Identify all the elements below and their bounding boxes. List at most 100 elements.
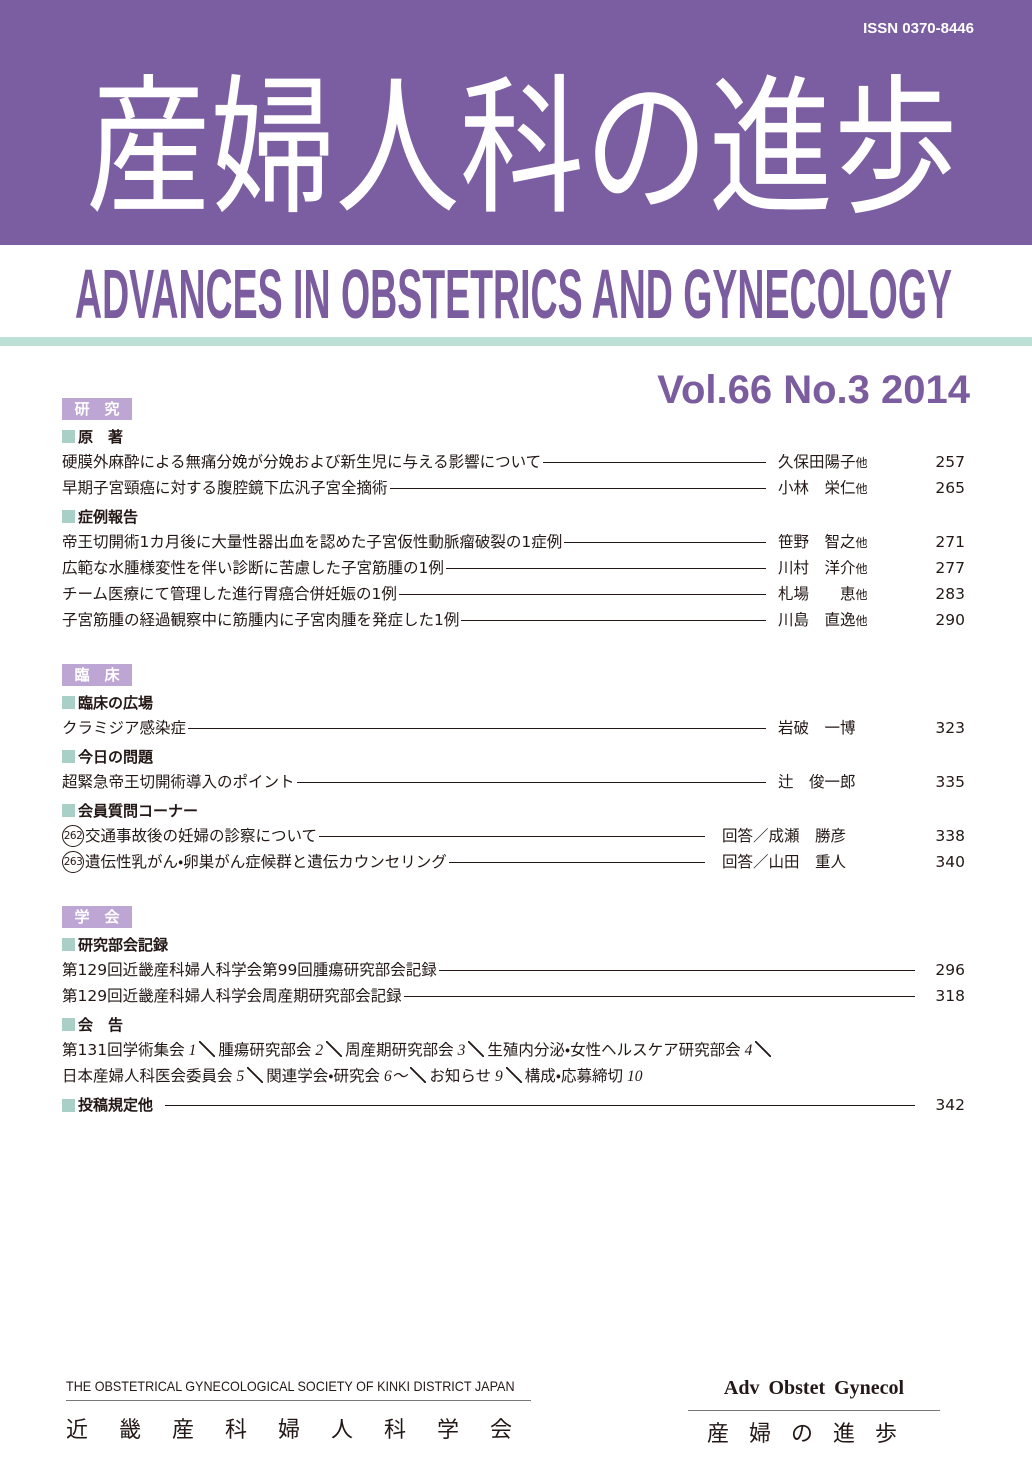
notice-name: 腫瘍研究部会 <box>218 1041 312 1059</box>
footer-rule <box>66 1400 531 1401</box>
separator <box>247 1067 264 1083</box>
entry-title: 子宮筋腫の経過観察中に筋腫内に子宮肉腫を発症した1例 <box>62 611 460 629</box>
entry-title: 交通事故後の妊婦の診察について <box>85 827 318 845</box>
entry-title: 超緊急帝王切開術導入のポイント <box>62 773 295 791</box>
group-label: 臨床の広場 <box>62 691 153 715</box>
notice-name: お知らせ <box>429 1067 492 1085</box>
page-number: 265 <box>935 479 965 497</box>
leader <box>564 541 766 543</box>
separator <box>468 1041 485 1057</box>
volume: Vol.66 No.3 2014 <box>657 368 970 412</box>
entry-title: 第129回近畿産科婦人科学会第99回腫瘍研究部会記録 <box>62 961 437 979</box>
author-name: 川村 洋介 <box>778 559 856 577</box>
separator <box>755 1041 772 1057</box>
author-name: 小林 栄仁 <box>778 479 856 497</box>
author-name: 笹野 智之 <box>778 533 856 551</box>
entry-title: 早期子宮頸癌に対する腹腔鏡下広汎子宮全摘術 <box>62 479 388 497</box>
leader <box>296 781 766 783</box>
bullet <box>62 430 75 443</box>
page-number: 296 <box>935 961 965 979</box>
author: 笹野 智之他 <box>778 530 868 554</box>
question-number: 262 <box>62 825 84 847</box>
author-suffix: 他 <box>855 588 868 602</box>
section-label: 学 会 <box>62 906 132 928</box>
entry-title: 第129回近畿産科婦人科学会周産期研究部会記録 <box>62 987 402 1005</box>
footer-rule <box>688 1410 940 1411</box>
notice-name: 周産期研究部会 <box>345 1041 454 1059</box>
entry: クラミジア感染症 <box>62 716 766 740</box>
author: 回答／成瀬 勝彦 <box>722 824 846 848</box>
page-number: 318 <box>935 987 965 1005</box>
issn: ISSN 0370-8446 <box>863 20 974 37</box>
author-name: 回答／成瀬 勝彦 <box>722 827 847 845</box>
group-title: 研究部会記録 <box>78 936 169 954</box>
group-title: 症例報告 <box>78 508 139 526</box>
author: 辻 俊一郎 <box>778 770 856 794</box>
group-title: 原 著 <box>78 428 124 446</box>
author: 回答／山田 重人 <box>722 850 846 874</box>
notice-page: 10 <box>627 1068 643 1085</box>
short-ja: 産婦の進歩 <box>707 1422 918 1447</box>
page-number: 290 <box>935 611 965 629</box>
author-name: 札場 恵 <box>778 585 856 603</box>
group-title: 今日の問題 <box>78 748 154 766</box>
notice-page: 2 <box>315 1042 324 1059</box>
section-label: 臨 床 <box>62 664 132 686</box>
notice-line: 第131回学術集会 1 腫瘍研究部会 2 周産期研究部会 3 生殖内分泌・女性ヘルスケア研究… <box>62 1038 774 1062</box>
group-label: 研究部会記録 <box>62 933 168 957</box>
entry: 早期子宮頸癌に対する腹腔鏡下広汎子宮全摘術 <box>62 476 766 500</box>
title-en: ADVANCES IN OBSTETRICS AND GYNECOLOGY <box>75 255 952 333</box>
entry: 262 交通事故後の妊婦の診察について <box>62 824 705 848</box>
author-suffix: 他 <box>855 614 868 628</box>
entry-title: チーム医療にて管理した進行胃癌合併妊娠の1例 <box>62 585 397 603</box>
entry: 第129回近畿産科婦人科学会第99回腫瘍研究部会記録 <box>62 958 915 982</box>
author-suffix: 他 <box>855 456 868 470</box>
title-art: 産婦人科の進歩 ADVANCES IN OBSTETRICS AND GYNEC… <box>75 62 958 333</box>
entry: 第129回近畿産科婦人科学会周産期研究部会記録 <box>62 984 915 1008</box>
section-label: 研 究 <box>62 398 132 420</box>
entry-title: 帝王切開術1カ月後に大量性器出血を認めた子宮仮性動脈瘤破裂の1症例 <box>62 533 563 551</box>
author-name: 久保田陽子 <box>778 453 856 471</box>
notice-name: 構成・応募締切 <box>524 1067 624 1085</box>
group-label: 会員質問コーナー <box>62 799 198 823</box>
leader <box>403 995 915 997</box>
society-en: THE OBSTETRICAL GYNECOLOGICAL SOCIETY OF… <box>66 1378 515 1394</box>
entry: 帝王切開術1カ月後に大量性器出血を認めた子宮仮性動脈瘤破裂の1症例 <box>62 530 766 554</box>
author-name: 岩破 一博 <box>778 719 856 737</box>
author: 岩破 一博 <box>778 716 856 740</box>
leader <box>438 969 915 971</box>
page-number: 257 <box>935 453 965 471</box>
bullet <box>62 1018 75 1031</box>
leader <box>398 593 766 595</box>
notice-page: 4 <box>744 1042 753 1059</box>
notice-page: 6〜 <box>384 1068 408 1085</box>
entry-title: 硬膜外麻酔による無痛分娩が分娩および新生児に与える影響について <box>62 453 542 471</box>
entry: 広範な水腫様変性を伴い診断に苦慮した子宮筋腫の1例 <box>62 556 766 580</box>
leader <box>389 487 766 489</box>
entry: 超緊急帝王切開術導入のポイント <box>62 770 766 794</box>
bullet <box>62 804 75 817</box>
bullet <box>62 1098 75 1112</box>
bullet <box>62 510 75 523</box>
page-number: 340 <box>935 853 965 871</box>
entry-title: 遺伝性乳がん・卵巣がん症候群と遺伝カウンセリング <box>85 853 447 871</box>
notice-name: 関連学会・研究会 <box>266 1067 381 1085</box>
entry: 硬膜外麻酔による無痛分娩が分娩および新生児に与える影響について <box>62 450 766 474</box>
separator <box>199 1041 216 1057</box>
leader <box>543 461 766 463</box>
leader <box>188 727 766 729</box>
author-suffix: 他 <box>855 482 868 496</box>
header-band <box>0 0 1032 245</box>
page-number: 283 <box>935 585 965 603</box>
group-label: 今日の問題 <box>62 745 153 769</box>
abbrev: Adv Obstet Gynecol <box>723 1377 905 1399</box>
group-title: 投稿規定他 <box>78 1096 154 1114</box>
leader <box>445 567 766 569</box>
bullet <box>62 696 75 709</box>
separator <box>505 1067 522 1083</box>
leader <box>319 835 705 837</box>
author-name: 川島 直逸 <box>778 611 856 629</box>
group-label: 原 著 <box>62 425 123 449</box>
page-number: 277 <box>935 559 965 577</box>
